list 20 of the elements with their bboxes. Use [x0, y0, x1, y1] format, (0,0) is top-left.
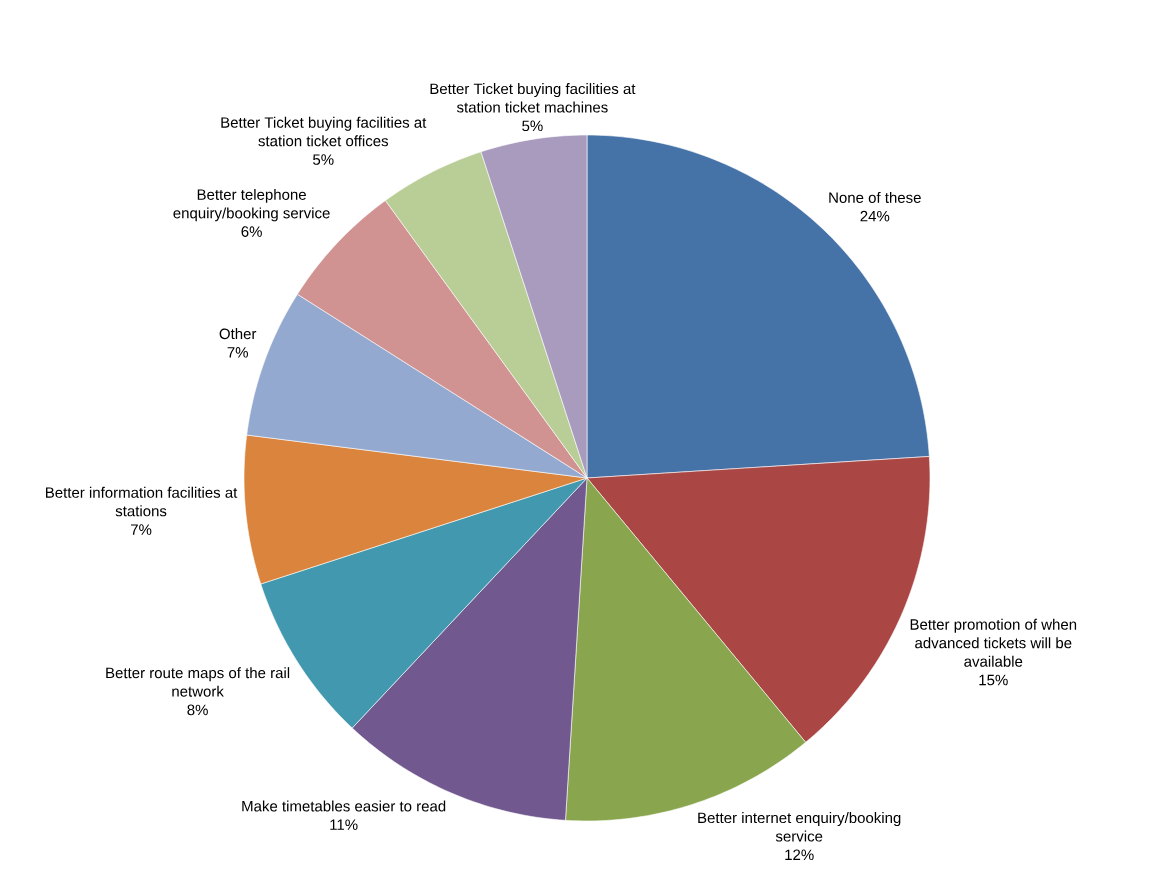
data-label: 7% — [227, 347, 248, 358]
data-label: 5% — [313, 154, 334, 165]
slice-label: Better telephone enquiry/booking service — [173, 188, 330, 222]
data-label: 6% — [241, 226, 262, 237]
slice-label: Better Ticket buying facilities at station ticket machines — [430, 83, 636, 113]
slice-label: Better route maps of the rail network — [106, 667, 290, 697]
data-label: 15% — [979, 674, 1008, 686]
data-label: 11% — [330, 819, 358, 830]
slice-label: Better Ticket buying facilities at station ticket offices — [221, 116, 427, 147]
slice-label: Make timetables easier to read — [242, 800, 446, 812]
data-label: 7% — [130, 524, 152, 535]
data-label: 12% — [785, 849, 814, 861]
slice-label: Better promotion of when advanced tickets will be available — [910, 618, 1077, 667]
slice-label: Better internet enquiry/booking service — [698, 812, 901, 842]
slice-label: Other — [219, 328, 257, 340]
slice-label: Better information facilities at stations — [46, 486, 238, 517]
data-label: 5% — [522, 120, 543, 132]
data-label: 8% — [187, 704, 208, 716]
slice-label: None of these — [829, 191, 921, 203]
data-label: 24% — [860, 210, 890, 222]
